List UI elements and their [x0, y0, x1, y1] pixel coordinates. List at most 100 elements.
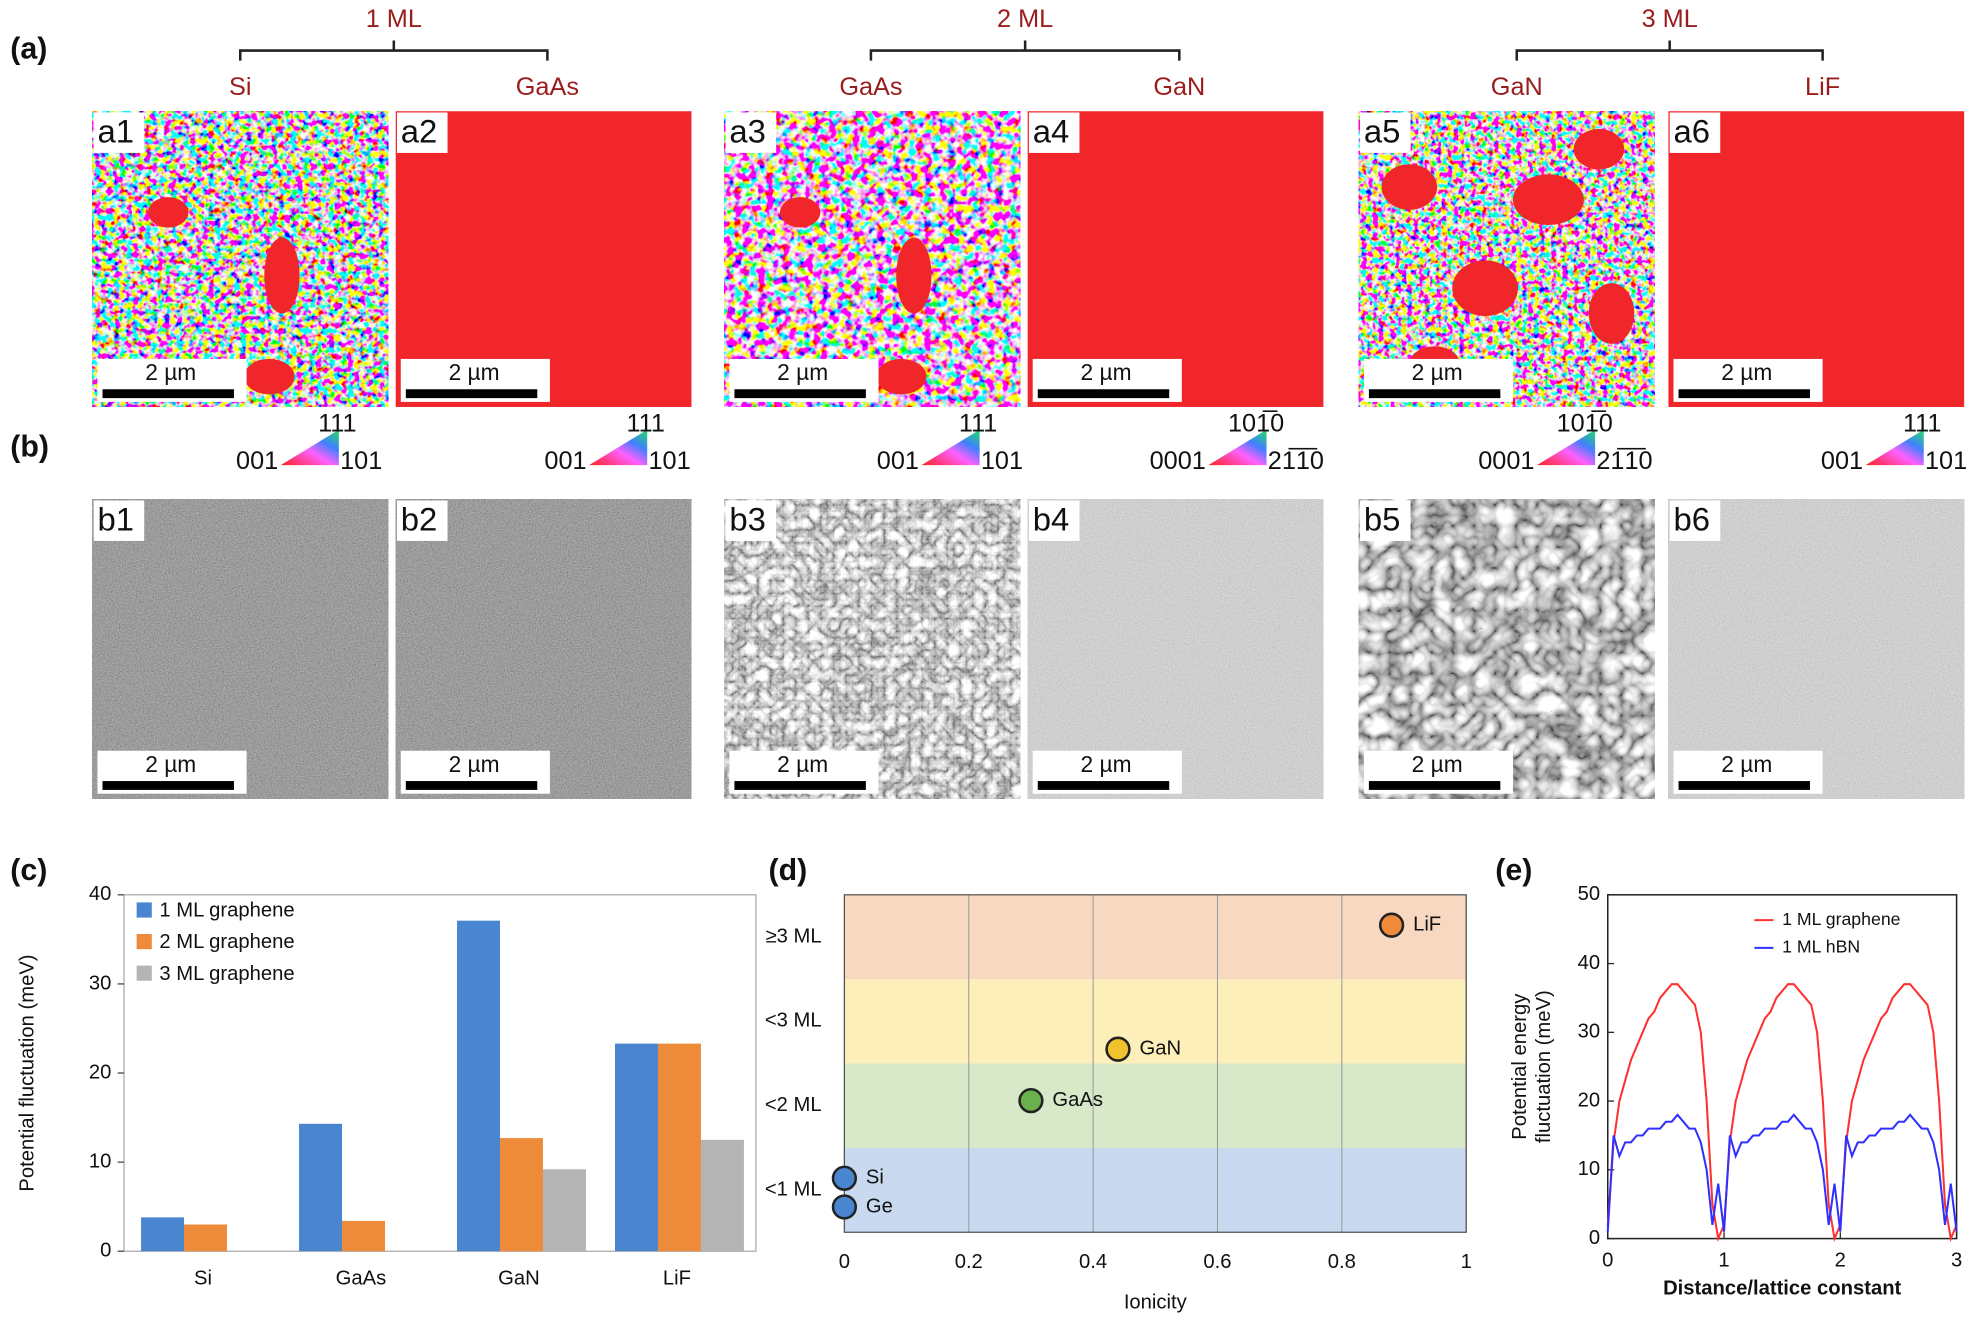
sem-image [92, 499, 389, 799]
color-key-label: 0001 [1150, 447, 1206, 475]
ebsd-map [1668, 111, 1965, 407]
panel-tag: b2 [401, 501, 438, 538]
panel-tag: b5 [1364, 501, 1401, 538]
scale-bar-label: 2 µm [1412, 359, 1463, 385]
point-label: Ge [866, 1195, 893, 1217]
substrate-label: GaAs [839, 73, 902, 101]
color-key-label: 111 [1903, 409, 1941, 437]
color-key [1536, 429, 1596, 466]
panel-tag-box [1669, 112, 1721, 153]
ebsd-map [724, 111, 1021, 407]
scale-bar [1368, 781, 1501, 790]
color-key-label: 101̅0 [1228, 409, 1284, 437]
color-key [280, 429, 339, 466]
point [1018, 1088, 1044, 1114]
point [831, 1165, 858, 1191]
color-key [921, 429, 980, 466]
legend-swatch [136, 902, 152, 918]
y-tick-label: 30 [1578, 1021, 1601, 1043]
group-label: 3 ML [1642, 5, 1698, 33]
scale-bar [405, 389, 538, 399]
y-tick-label: 20 [89, 1061, 111, 1083]
group-label: 2 ML [997, 5, 1053, 33]
grain [1381, 164, 1438, 210]
bracket [869, 40, 1181, 61]
x-tick-label: 1 [1718, 1250, 1729, 1272]
point-label: GaN [1139, 1038, 1181, 1060]
scale-bar [102, 781, 234, 790]
x-tick-label: LiF [663, 1267, 691, 1289]
substrate-label: Si [229, 73, 251, 101]
scale-bar-label: 2 µm [1412, 751, 1463, 777]
panel-label: (e) [1495, 854, 1532, 887]
scale-bar [734, 781, 866, 790]
sem-image [395, 499, 692, 799]
scale-bar [1037, 781, 1170, 790]
legend-label: 1 ML hBN [1782, 937, 1860, 957]
legend-label: 3 ML graphene [159, 963, 294, 985]
scale-bar-label: 2 µm [1081, 751, 1132, 777]
panel-tag-box [93, 112, 145, 153]
y-tick-label: ≥3 ML [766, 925, 822, 947]
grain [1573, 128, 1625, 170]
substrate-label: LiF [1805, 73, 1840, 101]
substrate-label: GaN [1491, 73, 1543, 101]
scale-bar-label: 2 µm [145, 359, 196, 385]
panel-tag-box [725, 112, 777, 153]
line [1606, 983, 1958, 1243]
x-tick-label: 0 [1602, 1250, 1613, 1272]
x-tick-label: GaAs [336, 1267, 387, 1289]
y-tick-label: 40 [1578, 952, 1601, 974]
panel-tag: a1 [97, 113, 134, 150]
panel-tag: b6 [1673, 501, 1710, 538]
scale-bar-label: 2 µm [1721, 359, 1772, 385]
y-axis-label: Potential energy [1509, 993, 1531, 1140]
line [1606, 1113, 1958, 1232]
band [844, 1063, 1467, 1148]
x-tick-label: 0.2 [955, 1251, 983, 1273]
color-key-label: 101 [981, 447, 1023, 475]
sem-image [724, 499, 1021, 799]
y-axis-label: Potential fluctuation (meV) [16, 954, 38, 1191]
scale-bar-label: 2 µm [145, 751, 196, 777]
y-tick-label: 0 [100, 1240, 111, 1262]
panel-tag-box [1028, 500, 1080, 541]
scale-bar-label: 2 µm [1721, 751, 1772, 777]
color-key-label: 21̅1̅0 [1596, 447, 1652, 475]
band [844, 894, 1467, 980]
y-tick-label: 50 [1578, 883, 1601, 905]
scale-bar [102, 389, 234, 399]
scale-bar [1678, 781, 1810, 790]
bar [299, 1123, 343, 1252]
y-tick-label: 30 [89, 972, 111, 994]
legend-label: 1 ML graphene [159, 900, 294, 922]
legend-label: 1 ML graphene [1782, 909, 1900, 929]
x-axis-label: Distance/lattice constant [1663, 1277, 1901, 1299]
grain [1452, 260, 1519, 316]
group-label: 1 ML [366, 5, 422, 33]
figure-content: (a) (b) (c) (d) (e) 1 ML Si GaAs 2 ML GaAs GaN 3 ML… [10, 5, 1967, 1313]
panel-tag: b1 [97, 501, 134, 538]
y-tick-label: 40 [89, 883, 111, 905]
legend-label: 2 ML graphene [159, 931, 294, 953]
color-key-label: 111 [318, 409, 356, 437]
scale-bar [734, 389, 866, 399]
color-key-label: 101 [648, 447, 690, 475]
panel-tag: a3 [729, 113, 766, 150]
y-tick-label: 20 [1578, 1089, 1601, 1111]
x-tick-label: 3 [1951, 1250, 1962, 1272]
scale-bar-label: 2 µm [777, 359, 828, 385]
bar [657, 1043, 701, 1252]
sem-image [1358, 499, 1655, 799]
panel-tag-box [1669, 500, 1721, 541]
plot-frame [843, 894, 1467, 1233]
panel-tag: b4 [1033, 501, 1070, 538]
scale-bar-label: 2 µm [777, 751, 828, 777]
color-key-label: 101 [1925, 447, 1967, 475]
color-key-label: 101 [340, 447, 382, 475]
grain [779, 197, 821, 228]
bar [542, 1169, 586, 1252]
scale-bar-label: 2 µm [449, 751, 500, 777]
band [844, 1147, 1467, 1233]
